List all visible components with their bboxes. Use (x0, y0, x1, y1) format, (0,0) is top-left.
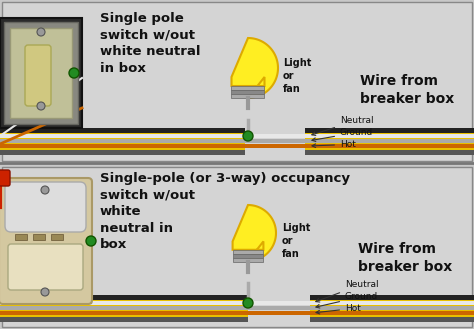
Bar (0, 179, 91, 303)
Bar (0, 128, 245, 155)
Bar (0, 295, 248, 300)
Circle shape (37, 28, 45, 36)
Bar (310, 295, 474, 322)
Text: Wire from
breaker box: Wire from breaker box (358, 242, 452, 274)
Bar (0, 128, 245, 133)
Bar (305, 144, 474, 148)
Text: Wire from
breaker box: Wire from breaker box (360, 74, 454, 106)
FancyBboxPatch shape (8, 244, 83, 290)
Bar (305, 134, 474, 138)
Bar (231, 94, 264, 98)
Text: Ground: Ground (316, 292, 378, 308)
Circle shape (41, 288, 49, 296)
Text: Light
or
fan: Light or fan (282, 223, 310, 259)
Circle shape (37, 102, 45, 110)
Bar (235, 134, 310, 138)
Bar (310, 311, 474, 315)
Bar (248, 306, 313, 310)
Bar (248, 311, 313, 315)
Bar (235, 144, 310, 148)
Bar (2, 2, 472, 161)
Bar (233, 250, 264, 254)
Circle shape (243, 131, 253, 141)
Text: Single pole
switch w/out
white neutral
in box: Single pole switch w/out white neutral i… (100, 12, 201, 74)
FancyBboxPatch shape (0, 178, 92, 304)
Bar (0, 150, 245, 155)
Text: Hot: Hot (316, 304, 361, 314)
Bar (0, 144, 245, 148)
Bar (305, 150, 474, 155)
Text: Ground: Ground (312, 128, 373, 141)
Text: Hot: Hot (312, 140, 356, 149)
Bar (310, 306, 474, 310)
Bar (310, 301, 474, 305)
Bar (0, 311, 248, 315)
Bar (0, 295, 248, 322)
FancyBboxPatch shape (5, 182, 86, 232)
Bar (15, 234, 27, 240)
Bar (305, 128, 474, 155)
Text: Light
or
fan: Light or fan (283, 58, 311, 94)
FancyBboxPatch shape (0, 170, 10, 186)
Bar (233, 254, 264, 258)
Bar (0, 18, 82, 128)
Bar (305, 128, 474, 133)
Bar (0, 306, 248, 310)
Text: Neutral: Neutral (312, 116, 374, 136)
Bar (0, 317, 248, 322)
Bar (248, 301, 313, 305)
Bar (33, 234, 45, 240)
Bar (310, 295, 474, 300)
Bar (0, 134, 245, 138)
Bar (233, 258, 264, 262)
Bar (235, 139, 310, 143)
Bar (2, 167, 472, 327)
Bar (231, 86, 264, 90)
Circle shape (243, 298, 253, 308)
Polygon shape (233, 205, 276, 261)
Circle shape (41, 186, 49, 194)
Text: Neutral: Neutral (316, 280, 379, 302)
Circle shape (69, 68, 79, 78)
Bar (4, 22, 78, 124)
FancyBboxPatch shape (25, 45, 51, 106)
Circle shape (86, 236, 96, 246)
Bar (10, 28, 72, 118)
Polygon shape (231, 38, 278, 98)
Bar (305, 139, 474, 143)
Bar (231, 90, 264, 94)
Bar (0, 301, 248, 305)
Bar (310, 317, 474, 322)
Text: Single-pole (or 3-way) occupancy
switch w/out
white
neutral in
box: Single-pole (or 3-way) occupancy switch … (100, 172, 350, 251)
Bar (51, 234, 63, 240)
Bar (0, 139, 245, 143)
